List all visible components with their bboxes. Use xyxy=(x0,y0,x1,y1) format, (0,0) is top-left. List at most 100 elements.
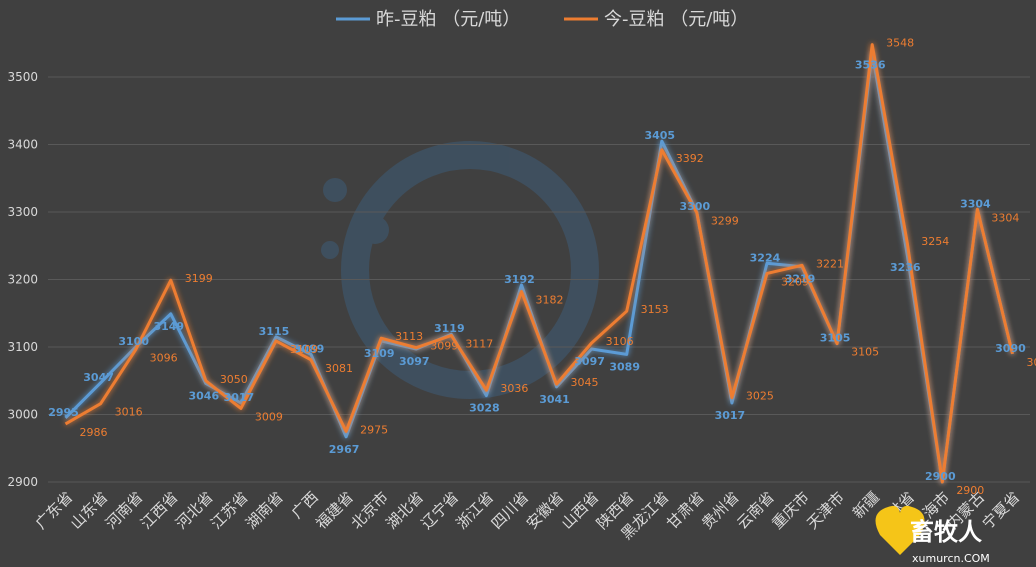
data-label-today: 3182 xyxy=(535,294,563,307)
data-label-yesterday: 3149 xyxy=(153,320,184,333)
data-label-today: 3016 xyxy=(115,406,143,419)
data-label-yesterday: 3046 xyxy=(189,389,220,402)
data-label-today: 3299 xyxy=(711,215,739,228)
data-label-yesterday: 3090 xyxy=(995,342,1026,355)
x-tick-label: 甘肃省 xyxy=(663,488,708,533)
x-tick-label: 贵州省 xyxy=(698,488,743,533)
data-label-yesterday: 2967 xyxy=(329,443,360,456)
x-tick-label: 山西省 xyxy=(558,488,603,533)
data-label-today: 3036 xyxy=(500,382,528,395)
y-tick-label: 3100 xyxy=(7,340,38,354)
x-tick-label: 辽宁省 xyxy=(418,488,463,533)
data-label-today: 3096 xyxy=(150,352,178,365)
y-tick-label: 2900 xyxy=(7,475,38,489)
data-label-today: 3117 xyxy=(465,338,493,351)
series-line-yesterday xyxy=(64,51,1014,484)
data-label-yesterday: 3017 xyxy=(715,409,746,422)
watermark-subtext: xumurcn.COM xyxy=(912,552,990,565)
data-label-yesterday: 3017 xyxy=(224,391,255,404)
data-label-today: 3304 xyxy=(991,211,1019,224)
x-tick-label: 重庆市 xyxy=(768,488,813,533)
data-label-yesterday: 3219 xyxy=(785,273,816,286)
data-label-yesterday: 3041 xyxy=(539,393,570,406)
gridlines xyxy=(48,76,1030,483)
data-label-today: 3392 xyxy=(676,152,704,165)
data-labels: 2995 3047 3100 3149 3046 3017 3115 3089 2967 3109… xyxy=(48,37,1036,497)
legend: 昨-豆粕 （元/吨） 今-豆粕 （元/吨） xyxy=(336,9,748,30)
data-label-yesterday: 3105 xyxy=(820,332,851,345)
watermark: 畜牧人 xumurcn.COM xyxy=(875,505,990,565)
data-label-yesterday: 3089 xyxy=(609,360,640,373)
data-label-today: 3045 xyxy=(571,376,599,389)
data-label-yesterday: 3119 xyxy=(434,322,465,335)
data-label-today: 3090 xyxy=(1026,356,1036,369)
data-label-yesterday: 3304 xyxy=(960,197,991,210)
x-tick-label: 山东省 xyxy=(67,488,112,533)
y-axis: 2900 3000 3100 3200 3300 3400 3500 xyxy=(7,70,38,489)
x-tick-label: 福建省 xyxy=(312,488,357,533)
logo-ring-shape xyxy=(341,141,599,399)
x-tick-label: 宁夏省 xyxy=(979,488,1024,533)
data-label-today: 3105 xyxy=(851,346,879,359)
data-label-yesterday: 3109 xyxy=(364,347,395,360)
data-label-yesterday: 3097 xyxy=(574,355,605,368)
x-tick-label: 湖南省 xyxy=(242,488,287,533)
series-layer xyxy=(64,43,1014,484)
data-label-today: 2986 xyxy=(80,426,108,439)
data-label-yesterday: 3047 xyxy=(83,371,114,384)
x-tick-label: 河南省 xyxy=(102,488,147,533)
data-label-yesterday: 3224 xyxy=(750,251,781,264)
data-label-today: 3081 xyxy=(325,362,353,375)
legend-item-today: 今-豆粕 （元/吨） xyxy=(604,9,748,30)
data-label-today: 3050 xyxy=(220,373,248,386)
logo-node-shape xyxy=(323,178,347,202)
data-label-today: 2975 xyxy=(360,423,388,436)
data-label-yesterday: 3300 xyxy=(680,200,711,213)
legend-item-yesterday: 昨-豆粕 （元/吨） xyxy=(376,9,520,30)
data-label-today: 3109 xyxy=(290,343,318,356)
data-label-yesterday: 3028 xyxy=(469,402,500,415)
logo-node-shape xyxy=(321,241,339,259)
data-label-yesterday: 3536 xyxy=(855,59,886,72)
x-tick-label: 广东省 xyxy=(32,488,77,533)
data-label-yesterday: 3115 xyxy=(259,325,290,338)
data-label-today: 3153 xyxy=(641,303,669,316)
data-label-today: 3199 xyxy=(185,272,213,285)
data-label-yesterday: 2900 xyxy=(925,470,956,483)
logo-node-shape xyxy=(361,216,389,244)
data-label-today: 3113 xyxy=(395,330,423,343)
y-tick-label: 3000 xyxy=(7,408,38,422)
data-label-today: 3548 xyxy=(886,37,914,50)
x-tick-label: 江西省 xyxy=(137,488,182,533)
y-tick-label: 3300 xyxy=(7,205,38,219)
data-label-today: 3025 xyxy=(746,390,774,403)
data-label-today: 3254 xyxy=(921,235,949,248)
y-tick-label: 3500 xyxy=(7,70,38,84)
data-label-today: 2900 xyxy=(956,484,984,497)
data-label-yesterday: 3405 xyxy=(644,129,675,142)
x-tick-label: 安徽省 xyxy=(523,488,568,533)
series-line-today xyxy=(64,43,1014,484)
data-label-today: 3209 xyxy=(781,275,809,288)
data-label-yesterday: 3089 xyxy=(294,342,325,355)
data-label-yesterday: 3236 xyxy=(890,261,921,274)
x-tick-label: 北京市 xyxy=(347,488,392,533)
data-label-yesterday: 3192 xyxy=(504,273,535,286)
y-tick-label: 3400 xyxy=(7,138,38,152)
x-tick-label: 云南省 xyxy=(733,488,778,533)
x-tick-label: 四川省 xyxy=(488,488,533,533)
watermark-text: 畜牧人 xyxy=(910,518,982,546)
data-label-today: 3009 xyxy=(255,410,283,423)
x-tick-label: 浙江省 xyxy=(453,488,498,533)
y-tick-label: 3200 xyxy=(7,273,38,287)
data-label-yesterday: 3097 xyxy=(399,355,430,368)
background-logo xyxy=(321,141,599,399)
data-label-yesterday: 3100 xyxy=(118,335,149,348)
x-tick-label: 江苏省 xyxy=(207,488,252,533)
x-tick-label: 湖北省 xyxy=(383,488,428,533)
x-tick-label: 河北省 xyxy=(172,488,217,533)
data-label-today: 3099 xyxy=(430,340,458,353)
data-label-today: 3106 xyxy=(606,335,634,348)
